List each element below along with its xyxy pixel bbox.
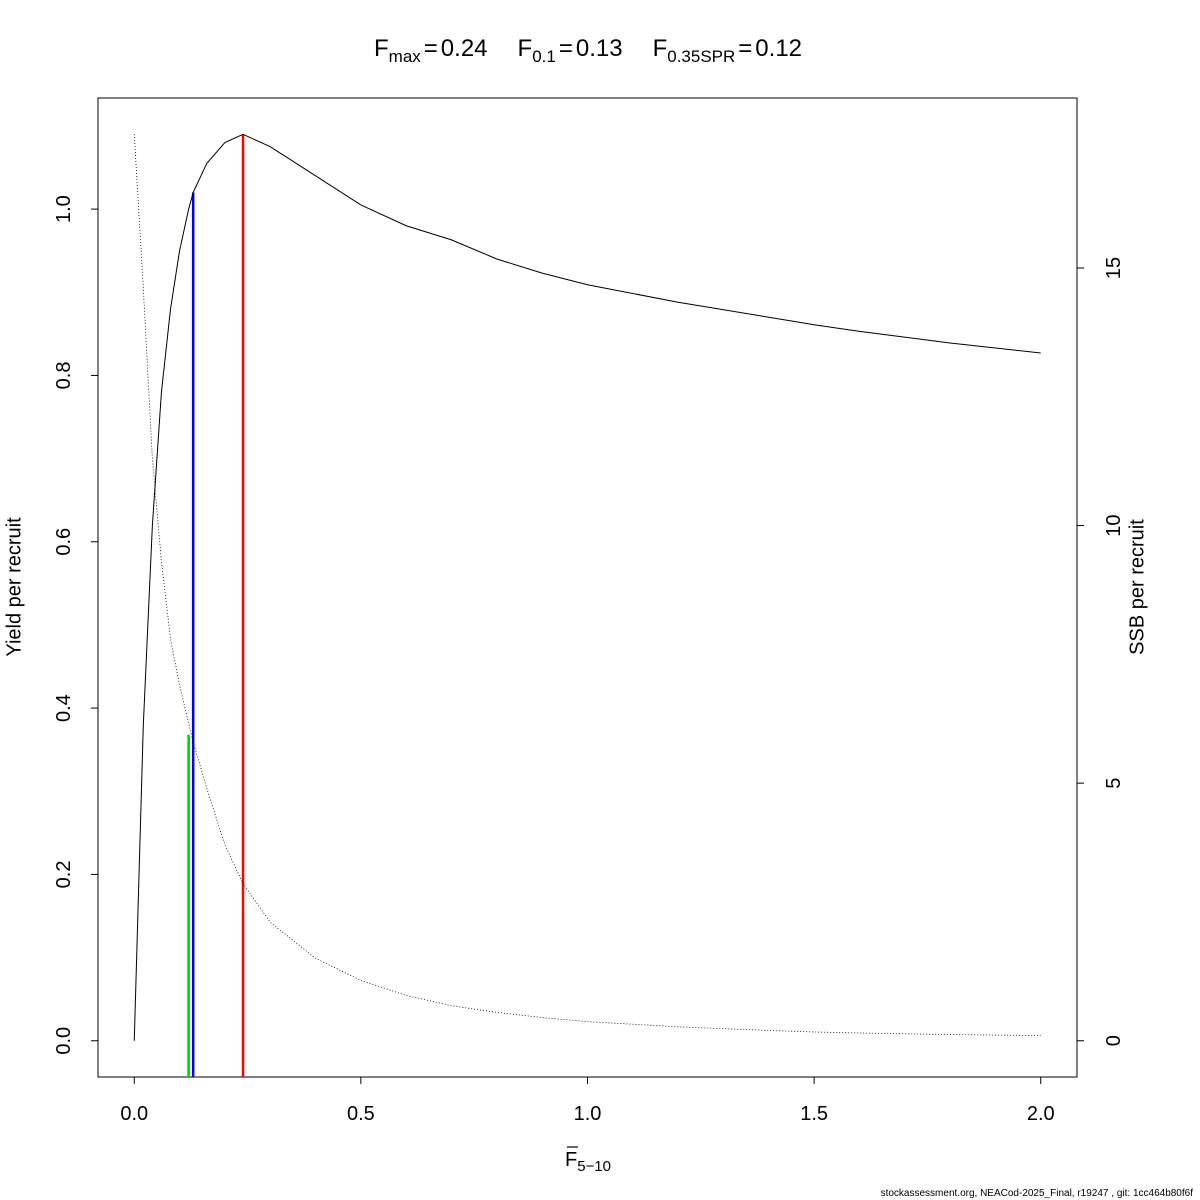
- y-tick-label: 0.4: [53, 694, 75, 722]
- x-title-symbol: F: [565, 1149, 577, 1171]
- x-tick-label: 0.5: [347, 1103, 375, 1125]
- x-axis-title: F5−10: [565, 1149, 611, 1175]
- title-subscript: 0.1: [532, 47, 556, 66]
- series-line: [133, 133, 1041, 1041]
- title-relation: =: [738, 35, 752, 62]
- y2-tick-label: 0: [1103, 1035, 1125, 1046]
- plot-frame: [97, 97, 1078, 1078]
- y-axis-title: Yield per recruit: [3, 517, 25, 657]
- title-subscript: 0.35SPR: [667, 47, 735, 66]
- y2-tick-label: 5: [1103, 778, 1125, 789]
- footer: stockassessment.org, NEACod-2025_Final, …: [881, 1188, 1194, 1199]
- title-subscript: max: [389, 47, 422, 66]
- title-relation: =: [559, 35, 573, 62]
- x-tick-label: 1.5: [800, 1103, 828, 1125]
- title-relation: =: [424, 35, 438, 62]
- x-title-subscript: 5−10: [577, 1158, 611, 1175]
- title-symbol: F: [374, 35, 389, 62]
- y-tick-label: 1.0: [53, 195, 75, 223]
- y2-axis-title: SSB per recruit: [1126, 519, 1148, 655]
- title-value: 0.13: [576, 35, 623, 62]
- y2-tick-label: 10: [1103, 514, 1125, 536]
- y-tick-label: 0.8: [53, 362, 75, 390]
- title-symbol: F: [518, 35, 533, 62]
- x-tick-label: 2.0: [1027, 1103, 1055, 1125]
- title-symbol: F: [653, 35, 668, 62]
- y-tick-label: 0.6: [53, 528, 75, 556]
- title-value: 0.24: [441, 35, 488, 62]
- y-tick-label: 0.0: [53, 1027, 75, 1055]
- y2-tick-label: 15: [1103, 257, 1125, 279]
- chart-title: Fmax = 0.24 F0.1 = 0.13 F0.35SPR = 0.12: [374, 35, 802, 66]
- title-value: 0.12: [755, 35, 802, 62]
- series-line: [133, 134, 1041, 1036]
- x-tick-label: 1.0: [574, 1103, 602, 1125]
- y-tick-label: 0.2: [53, 861, 75, 889]
- x-tick-label: 0.0: [120, 1103, 148, 1125]
